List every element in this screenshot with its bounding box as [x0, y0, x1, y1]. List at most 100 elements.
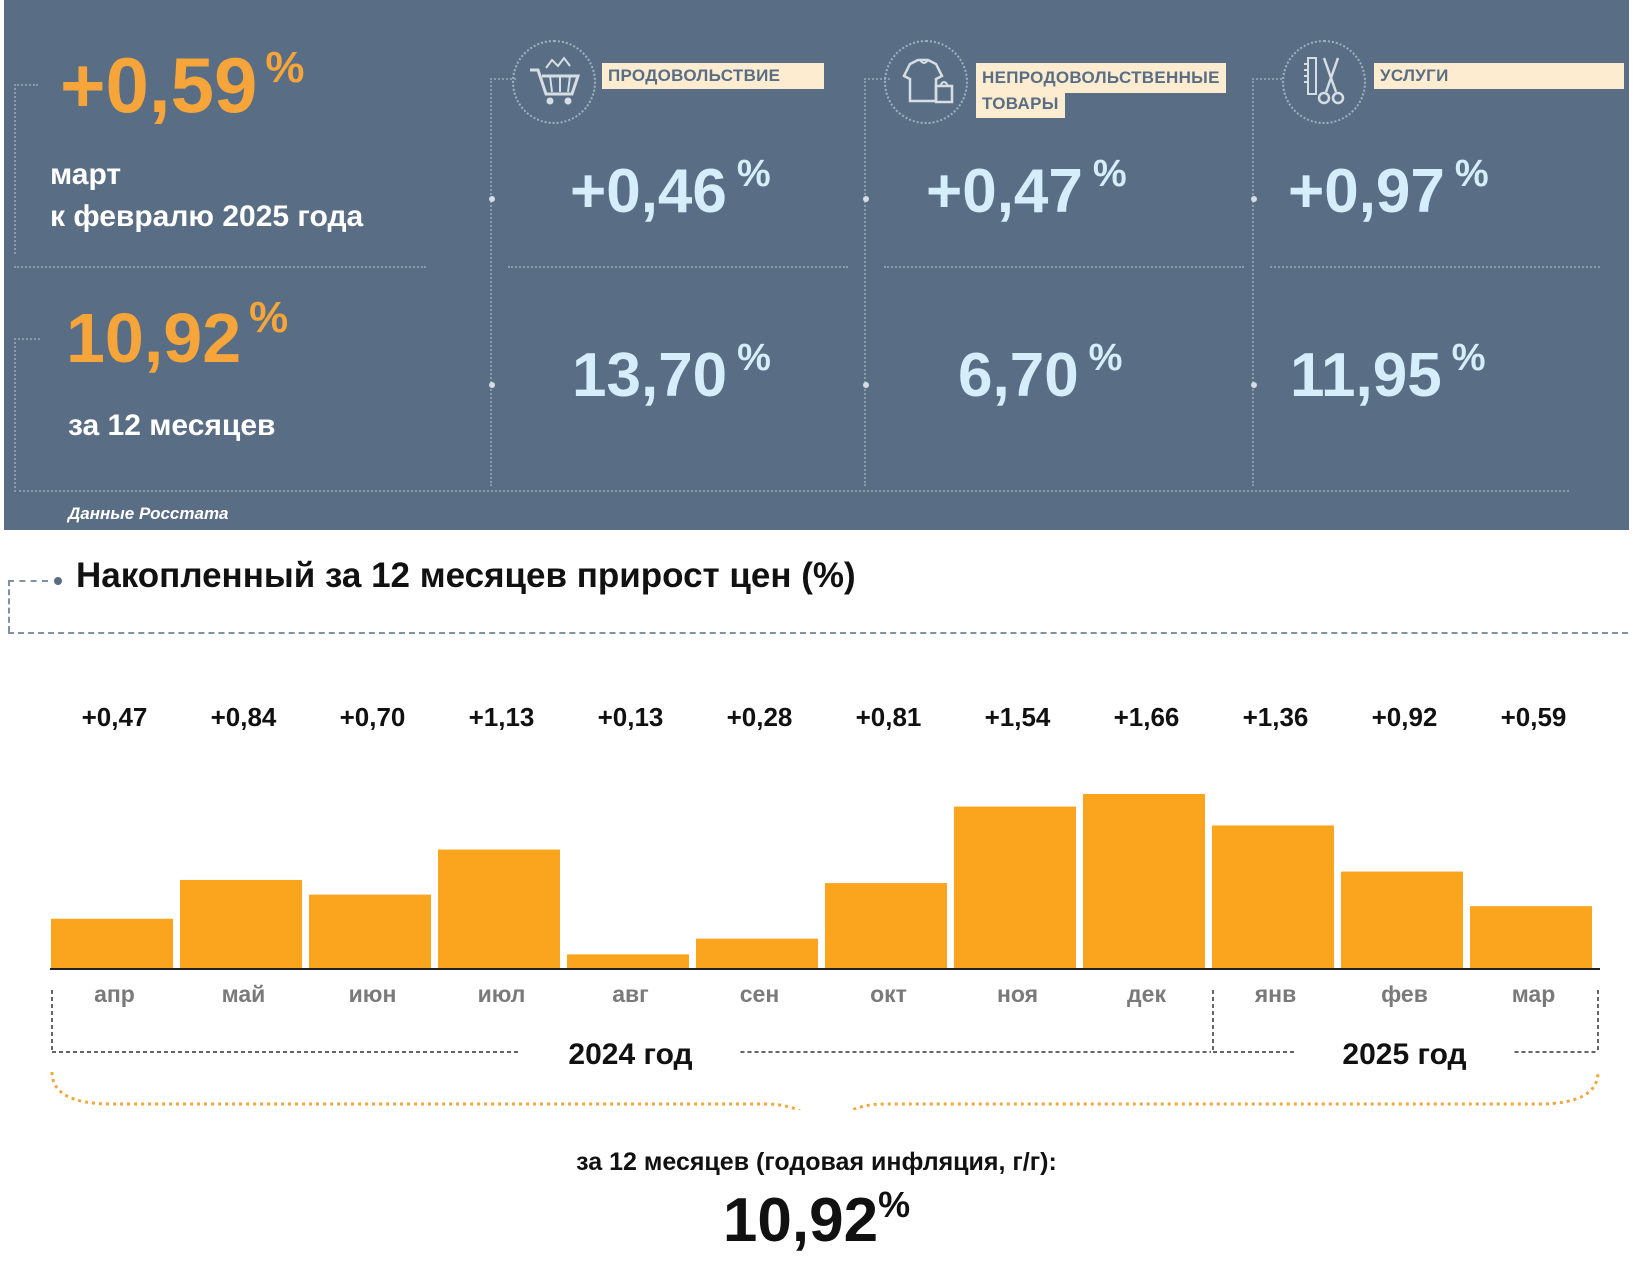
category-annual-value: 6,70 [958, 341, 1079, 410]
bar [1470, 906, 1592, 968]
data-label: +1,13 [469, 702, 535, 732]
percent-sign: % [1092, 153, 1127, 195]
category-monthly-value: +0,97 [1288, 157, 1445, 226]
data-label: +1,54 [985, 702, 1051, 732]
monthly-price-growth-chart: +0,47 апр +0,84 май +0,70 июн +1,13 июл +0,13 авг… [50, 702, 1600, 1110]
divider-line [508, 266, 848, 268]
data-label: +0,84 [211, 702, 277, 732]
data-source-note: Данные Росстата [68, 504, 229, 523]
x-tick-label: дек [1127, 981, 1166, 1007]
title-connector [8, 580, 48, 582]
column-line [1252, 78, 1254, 486]
percent-sign: % [736, 153, 771, 195]
category-monthly: +0,97% [1288, 153, 1489, 227]
bar [567, 954, 689, 968]
connector-line [864, 78, 890, 80]
x-tick-label: апр [94, 981, 135, 1007]
x-tick-label: мар [1512, 981, 1556, 1007]
monthly-total: +0,59% [60, 40, 305, 131]
percent-sign: % [1454, 153, 1489, 195]
x-tick-label: сен [740, 981, 779, 1007]
x-tick-label: авг [612, 981, 649, 1007]
connector-line [14, 338, 16, 488]
bar [51, 918, 173, 968]
data-label: +0,70 [340, 702, 406, 732]
divider-line [14, 490, 1569, 492]
x-tick-label: июл [478, 981, 526, 1007]
title-connector [8, 580, 10, 632]
category-annual: 6,70% [958, 337, 1123, 411]
bar [180, 879, 302, 968]
connector-line [14, 84, 16, 254]
shopping-cart-icon [530, 56, 581, 105]
icon-badge [512, 40, 596, 124]
title-bullet [54, 577, 62, 585]
annual-inflation-value: 10,92 [722, 1186, 879, 1255]
category-title-text: НЕПРОДОВОЛЬСТВЕННЫЕ [982, 68, 1220, 87]
icon-badge [1282, 40, 1366, 124]
monthly-total-label: март к февралю 2025 года [50, 154, 363, 238]
percent-sign: % [249, 293, 289, 342]
percent-sign: % [1088, 337, 1123, 379]
chart-title: Накопленный за 12 месяцев прирост цен (%… [76, 556, 856, 595]
annual-total: 10,92% [66, 293, 288, 378]
x-tick-label: янв [1254, 981, 1296, 1007]
category-title: ПРОДОВОЛЬСТВИЕ [602, 63, 824, 89]
monthly-label-line1: март [50, 158, 122, 191]
bullet [863, 196, 869, 202]
bullet [863, 382, 869, 388]
clothes-bag-icon [902, 58, 954, 104]
data-label: +0,81 [856, 702, 922, 732]
bar [438, 849, 560, 968]
category-monthly: +0,46% [570, 153, 771, 227]
summary-panel: +0,59% март к февралю 2025 года 10,92% з… [4, 0, 1629, 530]
bar [696, 938, 818, 968]
annual-inflation-caption: за 12 месяцев (годовая инфляция, г/г): [576, 1148, 1057, 1176]
percent-sign: % [878, 1184, 911, 1225]
data-label: +1,66 [1114, 702, 1180, 732]
x-tick-label: окт [870, 981, 907, 1007]
category-title: НЕПРОДОВОЛЬСТВЕННЫЕ [976, 63, 1226, 93]
category-annual-value: 13,70 [572, 341, 728, 410]
bar [825, 883, 947, 968]
annual-inflation-total: 10,92% [0, 1184, 1633, 1256]
data-label: +1,36 [1243, 702, 1309, 732]
percent-sign: % [737, 337, 771, 379]
category-title-text: УСЛУГИ [1380, 66, 1449, 85]
bar [1341, 871, 1463, 968]
x-tick-label: фев [1381, 981, 1428, 1007]
data-label: +0,47 [82, 702, 148, 732]
percent-sign: % [265, 43, 305, 92]
connector-line [1252, 78, 1282, 80]
divider-line [884, 266, 1244, 268]
total-brace [50, 1071, 1600, 1110]
category-title-text: ПРОДОВОЛЬСТВИЕ [608, 66, 781, 85]
category-monthly-value: +0,46 [570, 157, 727, 226]
annual-total-label: за 12 месяцев [68, 409, 276, 442]
category-title: УСЛУГИ [1374, 63, 1624, 89]
data-label: +0,13 [598, 702, 664, 732]
data-label: +0,28 [727, 702, 793, 732]
divider-line [1270, 266, 1600, 268]
x-tick-label: ноя [997, 981, 1038, 1007]
category-title-text: ТОВАРЫ [982, 94, 1059, 113]
category-annual-value: 11,95 [1290, 341, 1442, 410]
icon-badge [884, 40, 968, 124]
category-monthly: +0,47% [926, 153, 1127, 227]
bar [309, 894, 431, 968]
column-line [490, 78, 492, 486]
scissors-comb-icon [1304, 57, 1345, 105]
x-tick-label: июн [349, 981, 397, 1007]
bar [1083, 794, 1205, 968]
connector-line [14, 338, 40, 340]
column-line [864, 78, 866, 486]
category-title: ТОВАРЫ [976, 90, 1065, 118]
year-label: 2025 год [1342, 1038, 1466, 1071]
category-monthly-value: +0,47 [926, 157, 1083, 226]
data-label: +0,92 [1372, 702, 1438, 732]
connector-line [490, 78, 516, 80]
bullet [1251, 382, 1257, 388]
x-tick-label: май [222, 981, 266, 1007]
bullet [489, 196, 495, 202]
category-annual: 13,70% [572, 337, 771, 411]
